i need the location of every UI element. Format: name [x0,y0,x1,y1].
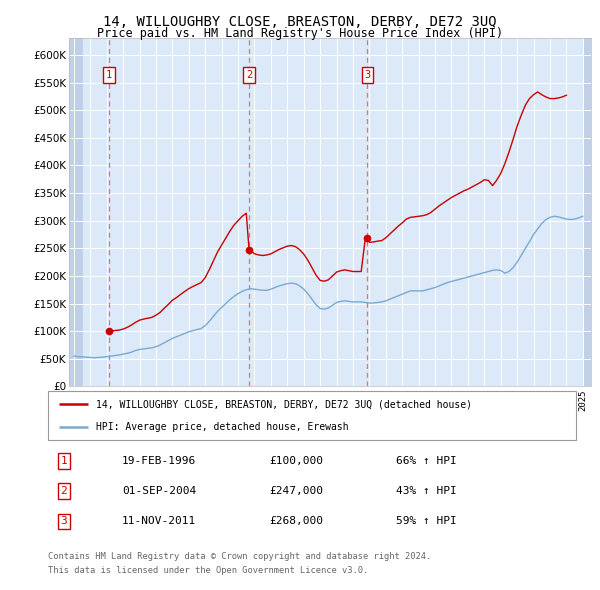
Text: HPI: Average price, detached house, Erewash: HPI: Average price, detached house, Erew… [95,422,348,432]
Text: 19-FEB-1996: 19-FEB-1996 [122,456,196,466]
Text: 1: 1 [61,456,67,466]
Text: 14, WILLOUGHBY CLOSE, BREASTON, DERBY, DE72 3UQ: 14, WILLOUGHBY CLOSE, BREASTON, DERBY, D… [103,15,497,29]
Text: Contains HM Land Registry data © Crown copyright and database right 2024.: Contains HM Land Registry data © Crown c… [48,552,431,560]
Text: £247,000: £247,000 [270,486,324,496]
Text: This data is licensed under the Open Government Licence v3.0.: This data is licensed under the Open Gov… [48,566,368,575]
Text: 59% ↑ HPI: 59% ↑ HPI [397,516,457,526]
Bar [69,38,83,386]
Text: 1: 1 [106,70,112,80]
FancyBboxPatch shape [48,391,576,440]
Bar [584,38,591,386]
Text: 2: 2 [246,70,252,80]
Bar [584,38,591,386]
Bar [69,38,83,386]
Text: 01-SEP-2004: 01-SEP-2004 [122,486,196,496]
Text: £268,000: £268,000 [270,516,324,526]
Text: Price paid vs. HM Land Registry's House Price Index (HPI): Price paid vs. HM Land Registry's House … [97,27,503,40]
Text: 43% ↑ HPI: 43% ↑ HPI [397,486,457,496]
Text: 66% ↑ HPI: 66% ↑ HPI [397,456,457,466]
Text: 14, WILLOUGHBY CLOSE, BREASTON, DERBY, DE72 3UQ (detached house): 14, WILLOUGHBY CLOSE, BREASTON, DERBY, D… [95,399,472,409]
Text: £100,000: £100,000 [270,456,324,466]
Text: 3: 3 [61,516,67,526]
Text: 2: 2 [61,486,67,496]
Text: 11-NOV-2011: 11-NOV-2011 [122,516,196,526]
Text: 3: 3 [364,70,370,80]
